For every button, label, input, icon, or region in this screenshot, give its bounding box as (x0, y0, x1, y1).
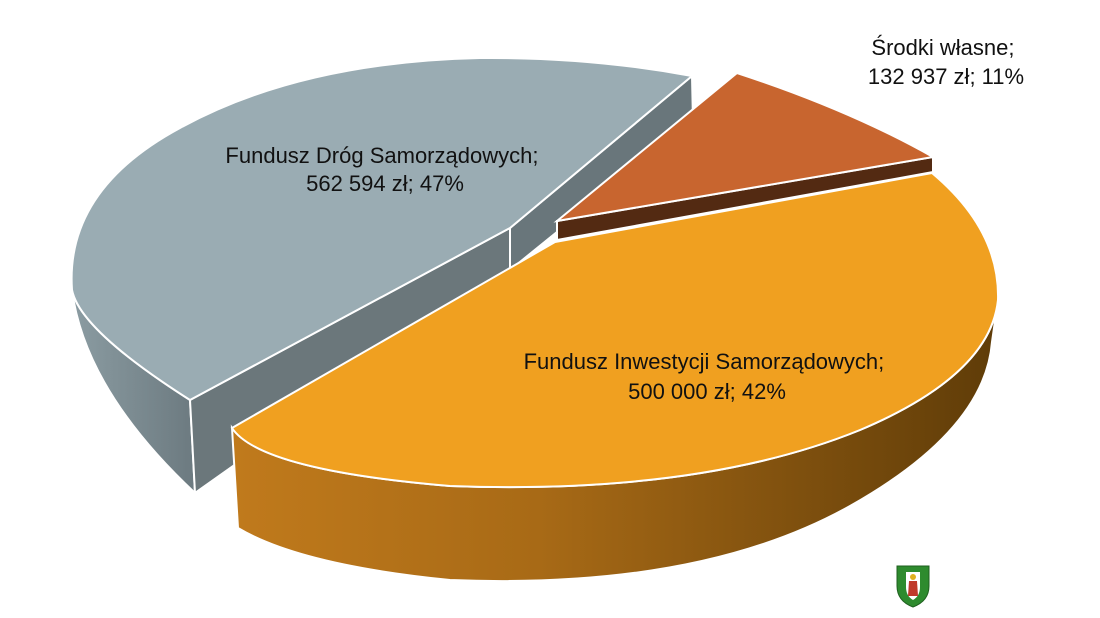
pie-slice-fundusz-drog-top (70, 56, 695, 402)
coat-of-arms-figure-body (908, 581, 918, 596)
pie-slice-srodki-wlasne-top (553, 71, 936, 223)
pie-slice-fundusz-inwestycji-top (230, 171, 1000, 489)
coat-of-arms-figure-head (910, 574, 916, 580)
pie-slice-fundusz-inwestycji (230, 171, 1000, 583)
label-srodki-wlasne: Środki własne; 132 937 zł; 11% (868, 35, 1024, 89)
label-srodki-wlasne-line1: Środki własne; (871, 35, 1014, 60)
label-srodki-wlasne-line2: 132 937 zł; 11% (868, 64, 1024, 89)
label-fundusz-drog-line1: Fundusz Dróg Samorządowych; (225, 143, 538, 168)
label-fundusz-inwestycji: Fundusz Inwestycji Samorządowych; 500 00… (524, 349, 891, 404)
label-fundusz-inwestycji-line1: Fundusz Inwestycji Samorządowych; (524, 349, 885, 374)
pie-slice-srodki-wlasne (553, 71, 936, 242)
label-fundusz-drog-line2: 562 594 zł; 47% (306, 171, 464, 196)
coat-of-arms-icon (896, 565, 930, 608)
label-fundusz-drog: Fundusz Dróg Samorządowych; 562 594 zł; … (225, 143, 544, 196)
label-fundusz-inwestycji-line2: 500 000 zł; 42% (628, 379, 786, 404)
